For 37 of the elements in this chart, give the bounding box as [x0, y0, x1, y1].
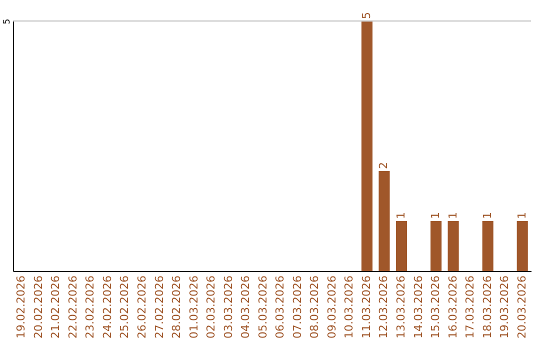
data-label: 1	[480, 212, 494, 219]
x-tick-label: 25.02.2026	[118, 276, 132, 338]
x-tick-label: 11.03.2026	[360, 276, 373, 338]
x-tick-label: 17.03.2026	[464, 276, 477, 338]
x-tick-label: 19.02.2026	[14, 276, 28, 338]
x-tick-label: 24.02.2026	[100, 276, 114, 338]
x-tick-label: 15.03.2026	[429, 276, 442, 338]
x-tick-label: 03.03.2026	[222, 276, 235, 338]
x-tick-label: 05.03.2026	[256, 276, 270, 338]
x-tick-label: 02.03.2026	[204, 276, 218, 338]
x-tick-label: 18.03.2026	[480, 276, 494, 338]
x-tick-label: 21.02.2026	[49, 276, 62, 338]
x-tick-label: 10.03.2026	[342, 276, 356, 338]
x-tick-label: 07.03.2026	[290, 276, 304, 338]
x-tick-label: 23.02.2026	[84, 276, 97, 338]
data-label: 1	[394, 212, 408, 219]
x-tick-label: 28.02.2026	[170, 276, 184, 338]
x-tick-label: 09.03.2026	[325, 276, 338, 338]
x-tick-label: 08.03.2026	[308, 276, 322, 338]
x-tick-label: 20.03.2026	[515, 276, 528, 338]
x-tick-label: 19.03.2026	[498, 276, 512, 338]
x-tick-label: 20.02.2026	[32, 276, 45, 338]
x-tick-label: 22.02.2026	[66, 276, 80, 338]
x-tick-label: 04.03.2026	[239, 276, 252, 338]
data-label: 5	[360, 12, 373, 19]
x-tick-label: 01.03.2026	[187, 276, 200, 338]
x-tick-label: 14.03.2026	[412, 276, 425, 338]
data-label: 1	[429, 212, 442, 219]
x-tick-label: 26.02.2026	[136, 276, 148, 338]
x-tick-label: 27.02.2026	[152, 276, 166, 338]
x-tick-label: 16.03.2026	[446, 276, 460, 338]
data-label: 1	[446, 212, 460, 219]
x-tick-label: 13.03.2026	[394, 276, 408, 338]
x-tick-label: 12.03.2026	[377, 276, 390, 338]
x-tick-label: 06.03.2026	[274, 276, 287, 338]
data-label: 2	[377, 162, 390, 169]
data-label: 1	[515, 212, 528, 219]
